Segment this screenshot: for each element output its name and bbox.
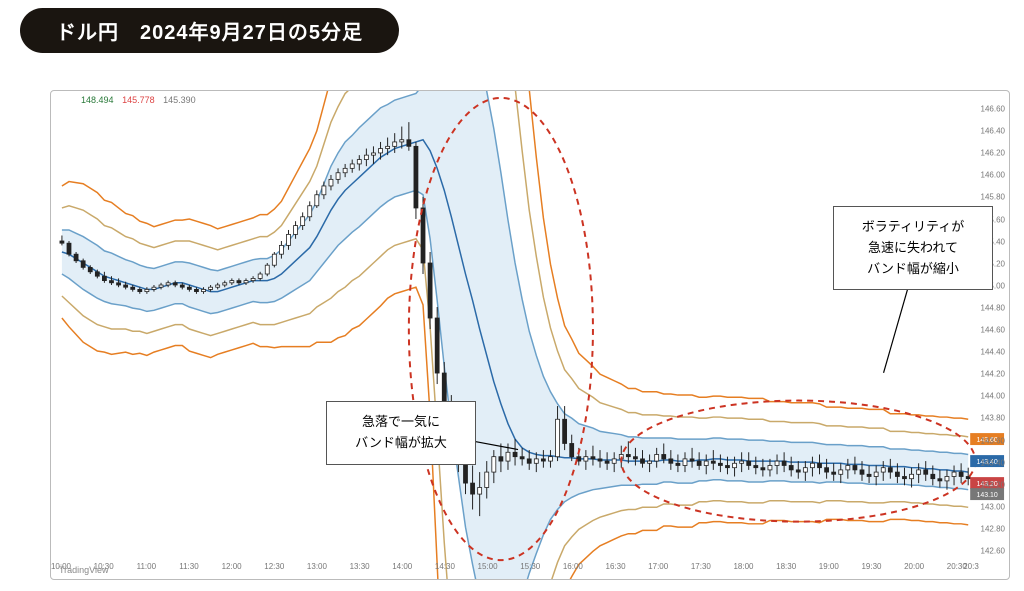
svg-text:143.10: 143.10 bbox=[976, 492, 997, 499]
x-tick-label: 14:00 bbox=[392, 562, 412, 571]
x-tick-label: 18:00 bbox=[733, 562, 753, 571]
y-tick-label: 142.80 bbox=[981, 524, 1005, 533]
y-tick-label: 143.00 bbox=[981, 502, 1005, 511]
annotation-box-2: ボラティリティが 急速に失われて バンド幅が縮小 bbox=[833, 206, 993, 290]
x-tick-label: 11:30 bbox=[179, 562, 198, 571]
y-tick-label: 144.80 bbox=[981, 303, 1005, 312]
y-tick-label: 144.60 bbox=[981, 326, 1005, 335]
x-tick-label: 15:00 bbox=[478, 562, 498, 571]
y-tick-label: 145.80 bbox=[981, 193, 1005, 202]
annotation-box-2-line-2: 急速に失われて bbox=[846, 238, 980, 259]
y-tick-label: 143.60 bbox=[981, 436, 1005, 445]
price-chart: 143.60 143.40 143.20 143.10 bbox=[51, 91, 1009, 579]
annotation-box-1-line-2: バンド幅が拡大 bbox=[339, 433, 463, 454]
y-tick-label: 146.60 bbox=[981, 105, 1005, 114]
x-tick-label: 16:30 bbox=[606, 562, 626, 571]
x-tick-label: 19:30 bbox=[861, 562, 881, 571]
annotation-box-2-line-3: バンド幅が縮小 bbox=[846, 259, 980, 280]
y-tick-label: 142.60 bbox=[981, 547, 1005, 556]
title-text: ドル円 2024年9月27日の5分足 bbox=[56, 22, 363, 44]
x-tick-label: 11:00 bbox=[137, 562, 156, 571]
annotation-box-2-line-1: ボラティリティが bbox=[846, 217, 980, 238]
x-tick-label: 18:30 bbox=[776, 562, 796, 571]
watermark: TradingView bbox=[59, 565, 109, 575]
x-tick-label: 20:3 bbox=[963, 562, 979, 571]
x-tick-label: 16:00 bbox=[563, 562, 583, 571]
x-tick-label: 17:30 bbox=[691, 562, 711, 571]
y-tick-label: 146.40 bbox=[981, 127, 1005, 136]
x-tick-label: 20:00 bbox=[904, 562, 924, 571]
x-tick-label: 12:30 bbox=[264, 562, 284, 571]
x-tick-label: 15:30 bbox=[520, 562, 540, 571]
chart-container: 148.494 145.778 145.390 143.60143.40143.… bbox=[50, 90, 1010, 580]
y-tick-label: 143.40 bbox=[981, 458, 1005, 467]
x-tick-label: 19:00 bbox=[819, 562, 839, 571]
x-tick-label: 17:00 bbox=[648, 562, 668, 571]
y-tick-label: 144.00 bbox=[981, 392, 1005, 401]
y-tick-label: 146.20 bbox=[981, 149, 1005, 158]
annotation-box-1: 急落で一気に バンド幅が拡大 bbox=[326, 401, 476, 465]
y-tick-label: 143.80 bbox=[981, 414, 1005, 423]
y-tick-label: 144.20 bbox=[981, 370, 1005, 379]
y-tick-label: 144.40 bbox=[981, 348, 1005, 357]
x-tick-label: 14:30 bbox=[435, 562, 455, 571]
x-tick-label: 12:00 bbox=[222, 562, 242, 571]
y-tick-label: 146.00 bbox=[981, 171, 1005, 180]
x-tick-label: 13:30 bbox=[350, 562, 370, 571]
chart-title: ドル円 2024年9月27日の5分足 bbox=[20, 8, 399, 53]
x-tick-label: 13:00 bbox=[307, 562, 327, 571]
y-tick-label: 143.20 bbox=[981, 480, 1005, 489]
annotation-box-1-line-1: 急落で一気に bbox=[339, 412, 463, 433]
